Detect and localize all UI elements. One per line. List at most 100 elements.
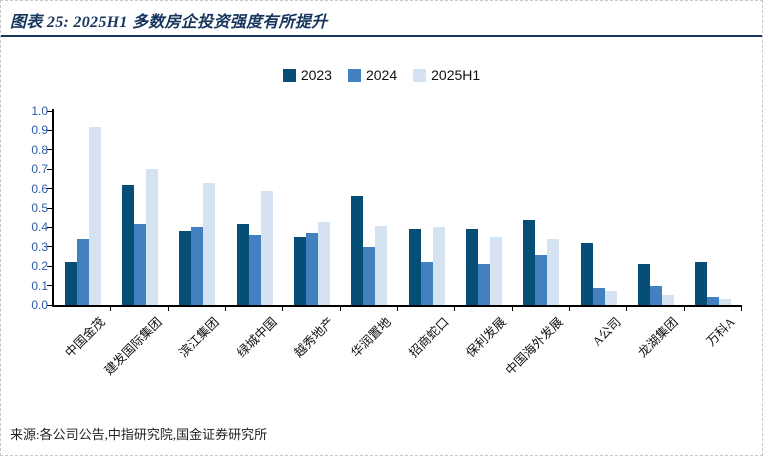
- bar-group-4: [226, 111, 283, 305]
- bar-2024: [133, 223, 146, 305]
- bar-2024: [535, 254, 548, 305]
- legend-label: 2024: [365, 67, 398, 83]
- source-note: 来源:各公司公告,中指研究院,国金证券研究所: [10, 427, 268, 442]
- y-tick-mark: [47, 168, 52, 170]
- y-tick-label: 0.5: [31, 201, 48, 215]
- legend-swatch-icon: [282, 68, 296, 82]
- bar-2025h1: [604, 291, 617, 305]
- bar-2025h1: [661, 295, 674, 305]
- bar-2023: [351, 196, 364, 305]
- x-category-label: 龙湖集团: [635, 314, 681, 361]
- y-tick-mark: [47, 129, 52, 131]
- bar-2023: [637, 264, 650, 305]
- x-tick-mark: [225, 307, 226, 311]
- y-tick-mark: [47, 226, 52, 228]
- y-tick-mark: [47, 304, 52, 306]
- bar-2023: [695, 262, 708, 305]
- bar-2023: [580, 242, 593, 305]
- x-tick-mark: [683, 307, 685, 311]
- bar-2025h1: [432, 227, 445, 305]
- bar-group-1: [54, 111, 111, 305]
- x-tick-mark: [454, 307, 456, 311]
- bar-2024: [248, 235, 261, 305]
- legend-item-2025h1: 2025H1: [413, 67, 480, 83]
- bar-2023: [64, 262, 77, 305]
- legend-label: 2025H1: [431, 67, 481, 83]
- x-category-label: 万科A: [704, 314, 739, 349]
- legend-label: 2023: [300, 67, 332, 83]
- bar-2023: [236, 223, 249, 305]
- x-tick-mark: [282, 307, 284, 311]
- y-tick-label: 0.7: [31, 162, 48, 177]
- y-tick-mark: [47, 110, 52, 112]
- y-tick-label: 0.9: [31, 123, 48, 138]
- x-category-label: 保利发展: [463, 314, 509, 361]
- bar-2025h1: [719, 299, 732, 305]
- y-tick-label: 0.4: [31, 220, 48, 235]
- legend-swatch-icon: [413, 68, 427, 82]
- x-category-label: 越秀地产: [291, 314, 337, 361]
- bar-2025h1: [260, 190, 273, 305]
- x-category-label: 招商蛇口: [406, 314, 452, 361]
- x-axis-line: [52, 305, 742, 307]
- bar-2025h1: [317, 221, 330, 305]
- bar-group-5: [283, 111, 340, 305]
- x-category-label: A公司: [589, 314, 624, 349]
- bar-2024: [76, 239, 89, 305]
- y-tick-mark: [47, 265, 52, 267]
- x-tick-mark: [569, 307, 570, 311]
- bar-2025h1: [547, 239, 560, 305]
- bar-group-10: [570, 111, 627, 305]
- x-tick-mark: [626, 307, 628, 311]
- legend-item-2023: 2023: [282, 67, 332, 83]
- bar-2024: [477, 264, 490, 305]
- y-tick-label: 0.0: [31, 298, 48, 312]
- bar-2023: [179, 231, 192, 305]
- x-tick-mark: [741, 307, 742, 311]
- y-tick-label: 0.8: [31, 142, 48, 157]
- legend-swatch-icon: [347, 68, 361, 82]
- x-category-label: 绿城中国: [234, 314, 280, 361]
- y-tick-label: 0.3: [31, 239, 48, 254]
- bar-2023: [523, 219, 536, 305]
- bar-2025h1: [489, 237, 502, 305]
- x-tick-mark: [397, 307, 398, 311]
- y-tick-label: 0.1: [31, 278, 48, 293]
- bar-group-2: [111, 111, 168, 305]
- x-category-label: 中国金茂: [62, 314, 108, 361]
- bar-2024: [420, 262, 433, 305]
- bar-2023: [293, 237, 306, 305]
- y-tick-mark: [47, 285, 52, 287]
- bar-2023: [121, 184, 134, 305]
- y-axis-line: [52, 109, 54, 307]
- y-tick-mark: [47, 207, 52, 209]
- bar-2025h1: [375, 225, 388, 305]
- bar-2025h1: [88, 126, 101, 305]
- bar-group-6: [341, 111, 398, 305]
- y-tick-label: 1.0: [31, 104, 48, 118]
- legend-item-2024: 2024: [347, 67, 398, 83]
- bar-group-7: [398, 111, 455, 305]
- bar-group-9: [513, 111, 570, 305]
- bar-2024: [707, 297, 720, 305]
- x-tick-mark: [110, 307, 112, 311]
- plot-area: [54, 111, 742, 305]
- bar-2024: [191, 227, 204, 305]
- x-category-label: 滨江集团: [176, 314, 223, 361]
- bar-2025h1: [145, 169, 158, 305]
- title-underline: [1, 35, 762, 37]
- x-category-label: 建发国际集团: [101, 314, 165, 378]
- bar-2024: [592, 287, 605, 305]
- y-tick-mark: [47, 246, 52, 248]
- chart-title: 图表 25: 2025H1 多数房企投资强度有所提升: [10, 14, 328, 31]
- bar-group-12: [685, 111, 742, 305]
- y-tick-mark: [47, 188, 52, 190]
- legend: 2023 2024 2025H1: [1, 67, 762, 83]
- bar-2023: [465, 229, 478, 305]
- bar-group-8: [455, 111, 512, 305]
- bar-2024: [305, 233, 318, 305]
- x-tick-mark: [511, 307, 513, 311]
- y-tick-label: 0.2: [31, 259, 48, 274]
- x-tick-mark: [339, 307, 341, 311]
